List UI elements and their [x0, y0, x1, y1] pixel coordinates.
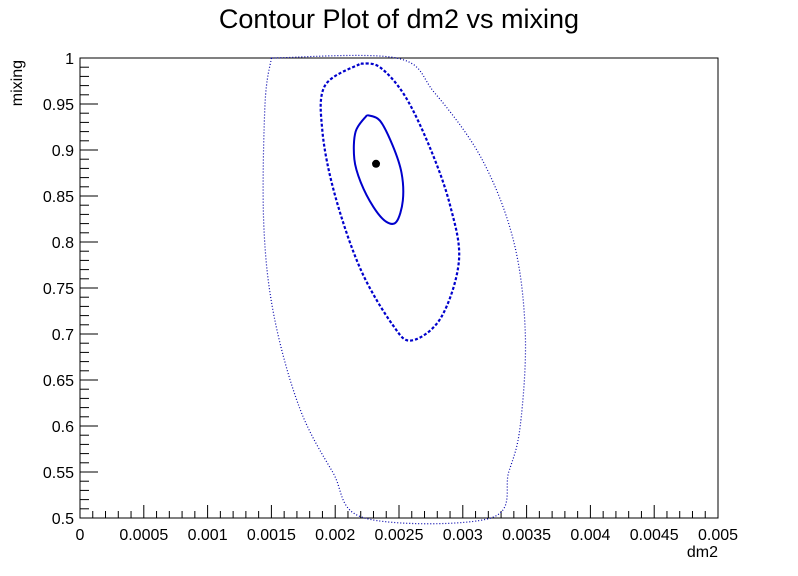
y-tick-label: 0.95	[43, 97, 74, 114]
contour-dotted	[262, 54, 527, 525]
y-tick-label: 0.85	[43, 189, 74, 206]
x-tick-label: 0.001	[188, 527, 228, 544]
tick-label-layer: 0 0.0005 0.001 0.0015 0.002 0.0025 0.003 0.0035…	[43, 51, 738, 544]
x-tick-label: 0.003	[443, 527, 483, 544]
x-tick-label: 0.0045	[630, 527, 679, 544]
x-axis-label: dm2	[687, 544, 718, 561]
marker-layer	[372, 159, 381, 168]
contour-solid	[352, 114, 405, 226]
y-tick-label: 0.65	[43, 373, 74, 390]
x-tick-label: 0	[76, 527, 85, 544]
x-tick-label: 0.005	[698, 527, 738, 544]
y-tick-label: 0.75	[43, 281, 74, 298]
contour-dashed	[319, 62, 461, 342]
contour-layer	[262, 54, 527, 525]
x-tick-label: 0.004	[570, 527, 610, 544]
x-tick-label: 0.0035	[502, 527, 551, 544]
y-tick-label: 0.6	[52, 419, 74, 436]
y-tick-label: 0.5	[52, 511, 74, 528]
x-tick-label: 0.0015	[247, 527, 296, 544]
y-tick-label: 0.9	[52, 143, 74, 160]
y-tick-label: 0.8	[52, 235, 74, 252]
chart-title: Contour Plot of dm2 vs mixing	[218, 4, 580, 34]
x-tick-label: 0.0005	[119, 527, 168, 544]
y-axis-label: mixing	[9, 60, 26, 106]
x-tick-label: 0.002	[315, 527, 355, 544]
best-fit-point	[372, 159, 381, 168]
axes-layer	[79, 57, 719, 519]
x-tick-label: 0.0025	[375, 527, 424, 544]
plot-frame	[79, 57, 719, 519]
y-tick-label: 1	[65, 51, 74, 68]
y-tick-label: 0.55	[43, 465, 74, 482]
y-tick-label: 0.7	[52, 327, 74, 344]
